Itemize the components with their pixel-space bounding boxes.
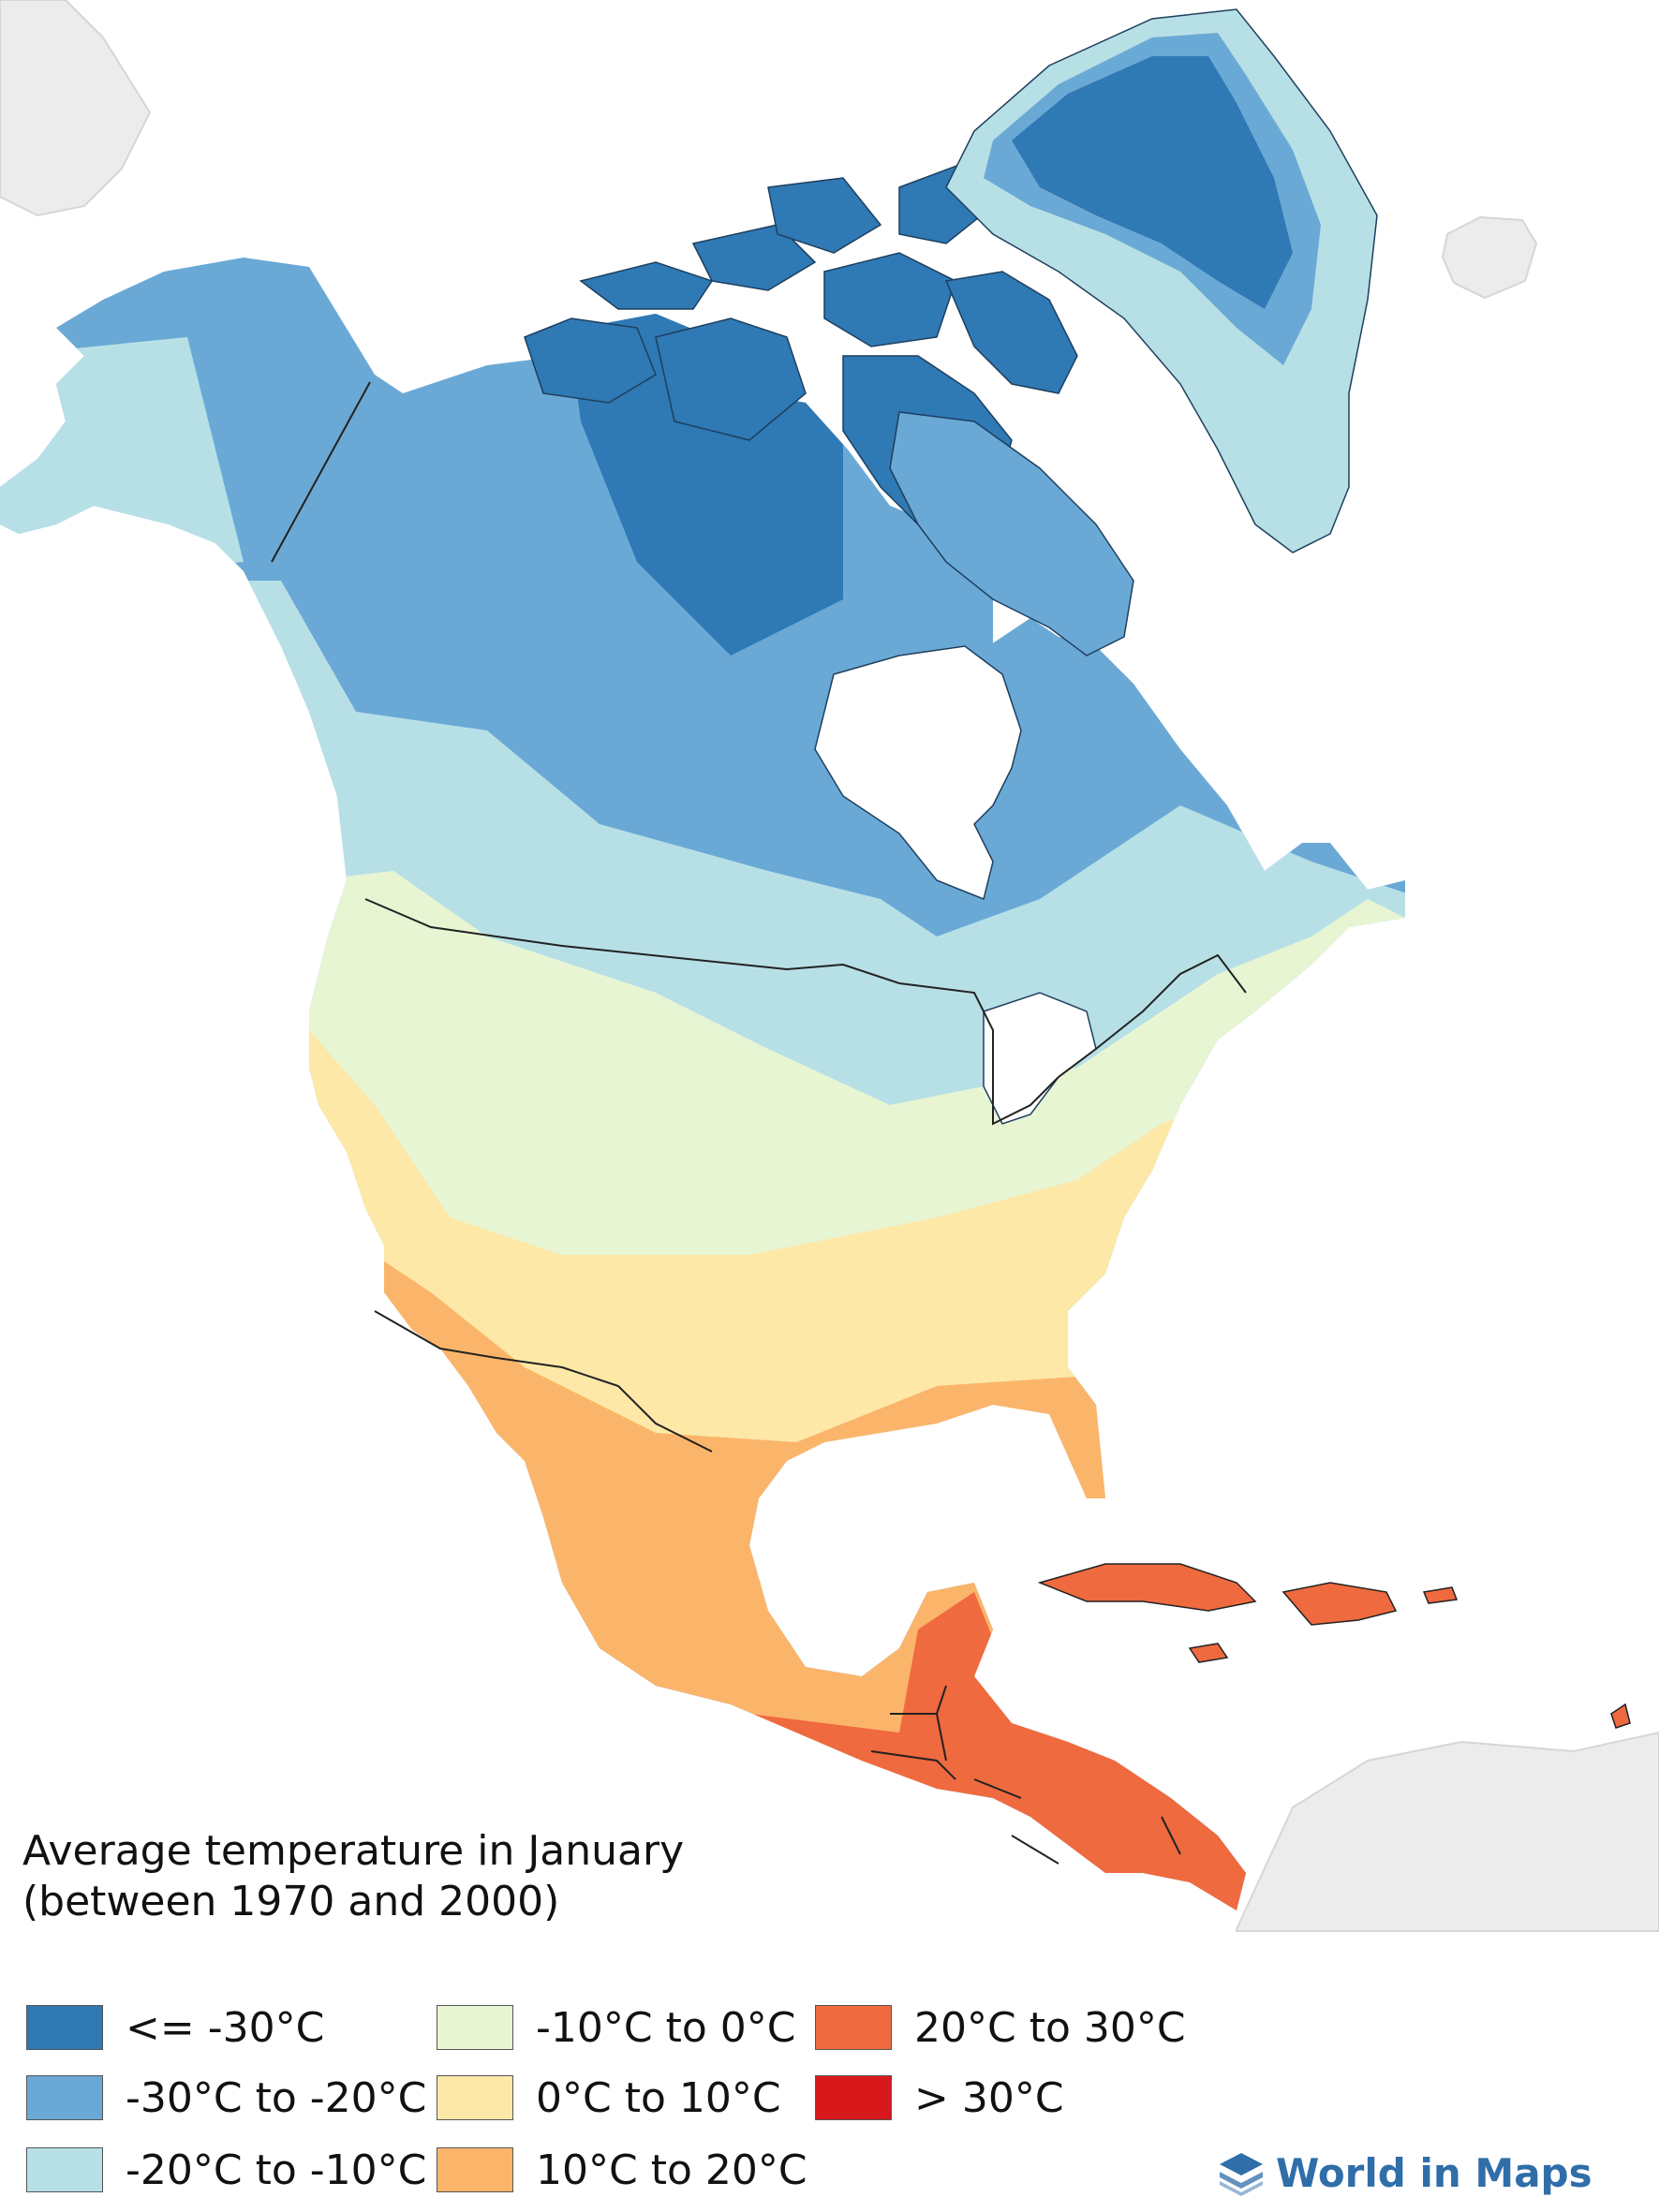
legend-swatch bbox=[26, 2075, 103, 2120]
legend-label: <= -30°C bbox=[126, 2003, 325, 2052]
baffin-island bbox=[889, 411, 1134, 656]
legend-label: -10°C to 0°C bbox=[536, 2003, 796, 2052]
brand-name: World in Maps bbox=[1276, 2149, 1592, 2196]
legend-swatch bbox=[437, 2075, 513, 2120]
map-title: Average temperature in January (between … bbox=[22, 1826, 684, 1927]
legend-swatch bbox=[815, 2075, 892, 2120]
legend-swatch bbox=[26, 2147, 103, 2192]
russia-land bbox=[0, 0, 152, 217]
legend-item: 20°C to 30°C bbox=[815, 2003, 1186, 2052]
legend-item: -30°C to -20°C bbox=[26, 2073, 427, 2122]
south-america-land bbox=[1236, 1731, 1659, 1932]
country-borders bbox=[271, 381, 1247, 1865]
alaska-canada-border bbox=[271, 381, 371, 563]
legend-item: 0°C to 10°C bbox=[437, 2073, 781, 2122]
arctic-archipelago bbox=[524, 102, 1088, 535]
brand-logo: World in Maps bbox=[1216, 2145, 1592, 2201]
hudson-bay bbox=[814, 645, 1022, 901]
legend-label: -20°C to -10°C bbox=[126, 2146, 427, 2194]
greenland bbox=[945, 8, 1378, 553]
legend-item: 10°C to 20°C bbox=[437, 2146, 807, 2194]
legend-item: <= -30°C bbox=[26, 2003, 325, 2052]
canada-usa-border bbox=[364, 898, 1247, 1126]
legend-item: > 30°C bbox=[815, 2073, 1064, 2122]
legend-item: -10°C to 0°C bbox=[437, 2003, 796, 2052]
legend-label: 0°C to 10°C bbox=[536, 2073, 781, 2122]
legend-label: 10°C to 20°C bbox=[536, 2146, 807, 2194]
map-title-line-1: Average temperature in January bbox=[22, 1827, 685, 1875]
legend-label: -30°C to -20°C bbox=[126, 2073, 427, 2122]
legend-swatch bbox=[26, 2005, 103, 2050]
layers-icon bbox=[1220, 2153, 1263, 2196]
legend-swatch bbox=[437, 2147, 513, 2192]
legend-label: 20°C to 30°C bbox=[914, 2003, 1186, 2052]
legend-swatch bbox=[815, 2005, 892, 2050]
other-land bbox=[0, 0, 1659, 1932]
legend-item: -20°C to -10°C bbox=[26, 2146, 427, 2194]
central-america-borders bbox=[870, 1685, 1181, 1865]
map-title-line-2: (between 1970 and 2000) bbox=[22, 1878, 560, 1925]
iceland-land bbox=[1441, 215, 1538, 300]
usa-mexico-border bbox=[374, 1310, 713, 1453]
legend-swatch bbox=[437, 2005, 513, 2050]
caribbean-islands bbox=[1037, 1563, 1631, 1729]
legend-label: > 30°C bbox=[914, 2073, 1064, 2122]
